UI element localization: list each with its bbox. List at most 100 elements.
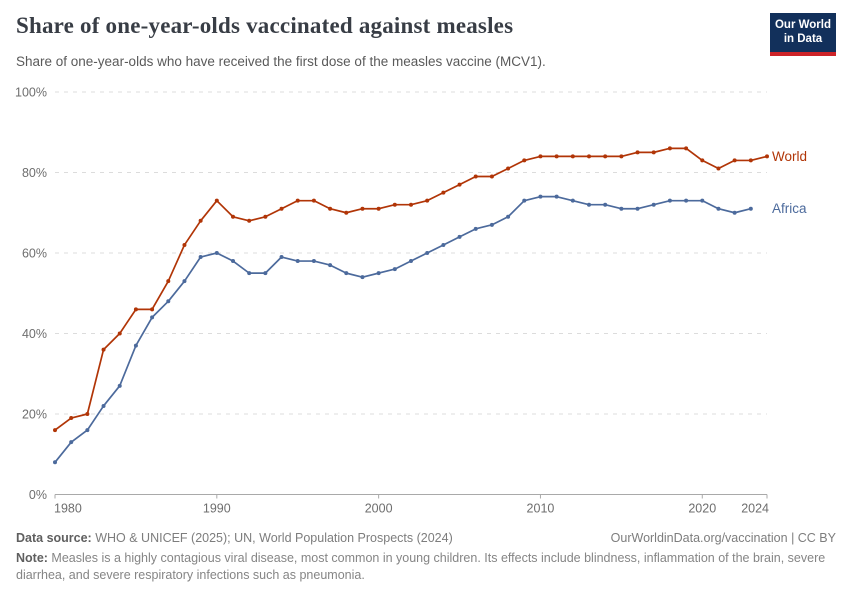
series-point-world <box>522 158 527 163</box>
x-tick-label: 2000 <box>365 502 393 516</box>
series-point-world <box>441 190 446 195</box>
series-point-africa <box>328 263 333 268</box>
series-point-world <box>700 158 705 163</box>
series-point-africa <box>700 198 705 203</box>
series-point-world <box>85 412 90 416</box>
x-tick-label: 2010 <box>527 502 555 516</box>
series-point-world <box>587 154 591 159</box>
series-point-world <box>214 198 219 203</box>
note: Note: Measles is a highly contagious vir… <box>16 550 836 583</box>
series-point-world <box>570 154 575 159</box>
series-point-world <box>53 428 57 433</box>
page-title: Share of one-year-olds vaccinated agains… <box>16 13 514 38</box>
y-tick-label: 0% <box>29 488 47 502</box>
series-label-world[interactable]: World <box>772 149 807 164</box>
series-point-world <box>538 154 543 159</box>
data-source-label: Data source: <box>16 531 92 545</box>
series-point-world <box>684 146 689 151</box>
series-point-africa <box>635 206 640 211</box>
chart-subtitle: Share of one-year-olds who have received… <box>16 54 546 69</box>
series-point-world <box>198 218 203 223</box>
series-point-world <box>667 146 672 151</box>
series-point-world <box>69 416 74 421</box>
series-point-world <box>554 154 559 159</box>
series-point-world <box>603 154 608 159</box>
series-point-africa <box>473 226 478 231</box>
series-point-africa <box>247 271 252 276</box>
series-point-africa <box>117 383 122 388</box>
footer: Data source: WHO & UNICEF (2025); UN, Wo… <box>16 531 836 545</box>
series-point-world <box>748 158 753 163</box>
x-tick-label: 1990 <box>203 502 231 516</box>
series-label-africa[interactable]: Africa <box>772 201 807 216</box>
series-point-africa <box>748 206 753 211</box>
series-point-world <box>311 198 316 203</box>
series-point-world <box>101 347 106 352</box>
series-point-world <box>651 150 656 155</box>
series-point-africa <box>392 267 397 272</box>
series-point-africa <box>441 242 446 247</box>
y-tick-label: 100% <box>15 86 47 100</box>
series-point-africa <box>457 234 462 239</box>
series-point-africa <box>279 255 284 260</box>
owid-cc-link[interactable]: OurWorldinData.org/vaccination | CC BY <box>610 531 836 545</box>
series-point-africa <box>85 428 90 433</box>
series-point-africa <box>522 198 527 203</box>
series-point-africa <box>732 210 737 215</box>
series-point-africa <box>538 194 543 199</box>
line-chart[interactable]: 0% 20% 40% 60% 80% 100% 1980 1990 2000 2010 2020 20… <box>0 80 850 525</box>
series-point-world <box>263 214 268 219</box>
series-point-world <box>328 206 333 211</box>
series-point-world <box>344 210 349 215</box>
series-point-africa <box>214 251 219 255</box>
series-point-africa <box>311 259 316 264</box>
owid-logo[interactable]: Our World in Data <box>770 13 836 56</box>
series-point-world <box>716 166 721 171</box>
series-point-world <box>166 279 171 284</box>
y-tick-label: 40% <box>22 327 47 341</box>
series-point-africa <box>489 222 494 227</box>
series-point-world <box>635 150 640 155</box>
series-point-africa <box>69 440 74 445</box>
series-point-world <box>360 206 365 211</box>
series-point-africa <box>587 202 591 207</box>
x-tick-label: 2024 <box>741 502 769 516</box>
series-point-africa <box>344 271 349 276</box>
series-point-africa <box>150 315 155 320</box>
series-point-africa <box>684 198 689 203</box>
y-tick-label: 60% <box>22 247 47 261</box>
series-point-africa <box>101 403 106 408</box>
series-point-world <box>376 206 381 211</box>
series-point-africa <box>554 194 559 199</box>
series-line-world <box>54 147 768 431</box>
series-point-world <box>457 182 462 187</box>
y-tick-label: 20% <box>22 408 47 422</box>
series-point-world <box>765 154 769 159</box>
series-point-world <box>182 242 187 247</box>
x-tick-label: 1980 <box>54 502 82 516</box>
series-point-africa <box>231 259 235 264</box>
note-label: Note: <box>16 551 48 565</box>
series-point-africa <box>425 251 430 255</box>
x-tick-label: 2020 <box>688 502 716 516</box>
series-point-africa <box>409 259 413 264</box>
series-point-africa <box>133 343 138 348</box>
y-tick-label: 80% <box>22 166 47 180</box>
series-point-africa <box>295 259 300 264</box>
series-point-world <box>247 218 252 223</box>
series-point-africa <box>166 299 171 304</box>
series-point-world <box>392 202 397 207</box>
series-point-world <box>150 307 155 312</box>
series-point-africa <box>603 202 608 207</box>
series-point-africa <box>506 214 511 219</box>
data-source-line: Data source: WHO & UNICEF (2025); UN, Wo… <box>16 531 453 545</box>
series-point-world <box>425 198 430 203</box>
series-point-world <box>489 174 494 179</box>
data-source-text: WHO & UNICEF (2025); UN, World Populatio… <box>91 531 453 545</box>
series-point-africa <box>667 198 672 203</box>
series-point-africa <box>263 271 268 276</box>
note-text: Measles is a highly contagious viral dis… <box>16 551 826 582</box>
series-line-africa <box>54 195 752 464</box>
owid-logo-line2: in Data <box>783 32 823 45</box>
series-point-world <box>231 214 235 219</box>
